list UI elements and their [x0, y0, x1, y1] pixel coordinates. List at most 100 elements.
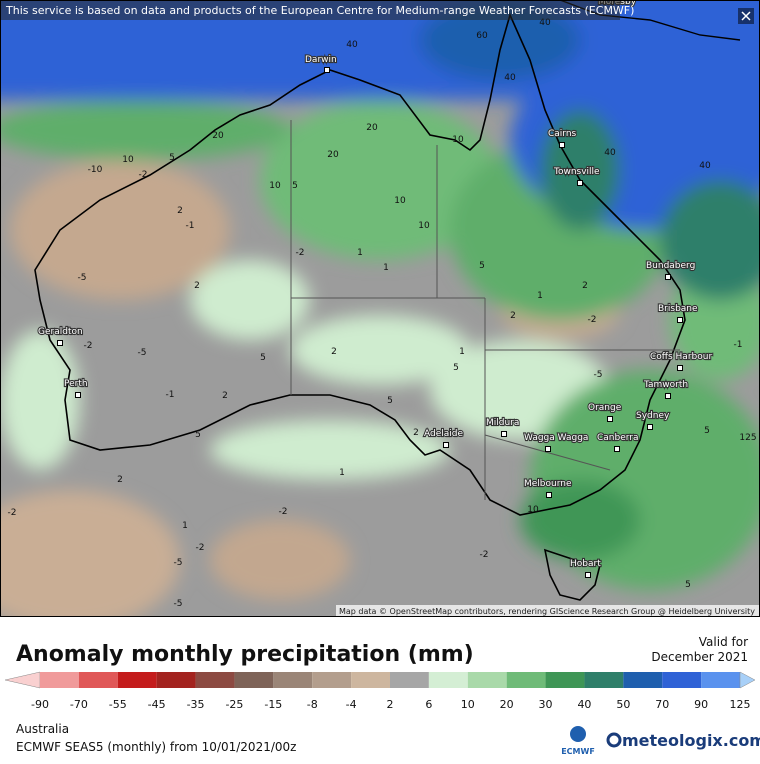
colorbar-tick-label: 40 [577, 698, 591, 711]
notice-bg [0, 0, 620, 20]
colorbar-cell [40, 672, 79, 688]
contour-label: 1 [537, 291, 543, 301]
colorbar-tick-label: 125 [730, 698, 751, 711]
contour-label: 1 [383, 263, 389, 273]
contour-label: 10 [418, 221, 430, 231]
contour-label: -10 [88, 165, 103, 175]
contour-label: 2 [177, 206, 183, 216]
contour-label: 40 [504, 73, 516, 83]
city-marker [585, 572, 591, 578]
colorbar-tick-label: 90 [694, 698, 708, 711]
contour-label: 2 [510, 311, 516, 321]
city-label: Hobart [570, 559, 601, 569]
contour-label: 1 [339, 468, 345, 478]
colorbar-cell [662, 672, 702, 688]
colorbar-tick-label: -35 [187, 698, 205, 711]
contour-label: -1 [734, 340, 743, 350]
contour-label: 10 [527, 505, 539, 515]
contour-label: -5 [138, 348, 147, 358]
city-label: Sydney [636, 411, 670, 421]
valid-date: December 2021 [651, 650, 748, 664]
city-marker [443, 442, 449, 448]
city-label: Melbourne [524, 479, 572, 489]
valid-label: Valid for [699, 635, 748, 649]
contour-label: 2 [331, 347, 337, 357]
contour-label: -2 [588, 315, 597, 325]
contour-label: 5 [453, 363, 459, 373]
city-label: Orange [588, 403, 622, 413]
contour-label: -5 [174, 599, 183, 609]
city-label: Cairns [548, 129, 577, 139]
colorbar-tick-label: 30 [539, 698, 553, 711]
colorbar-tick-label: 70 [655, 698, 669, 711]
colorbar-tick-label: -70 [70, 698, 88, 711]
city-label: Brisbane [658, 304, 698, 314]
coastline [34, 12, 686, 516]
colorbar-cell [545, 672, 585, 688]
city-marker [559, 142, 565, 148]
contour-label: 40 [346, 40, 358, 50]
state-borders [290, 120, 680, 500]
close-button[interactable] [738, 8, 754, 24]
city-label: Canberra [597, 433, 639, 443]
colorbar-cell [234, 672, 274, 688]
contour-label: 10 [269, 181, 281, 191]
attribution-bg [336, 605, 760, 617]
city-marker [665, 393, 671, 399]
contour-label: -2 [8, 508, 17, 518]
city-marker [614, 446, 620, 452]
colorbar-cell [390, 672, 429, 688]
contour-label: 5 [169, 153, 175, 163]
region: Australia [16, 722, 69, 736]
colorbar-tick-label: -8 [307, 698, 318, 711]
colorbar-tick-label: -25 [225, 698, 243, 711]
map: MoresbyDarwinCairnsTownsvilleBundabergBr… [0, 0, 760, 617]
contour-label: 125 [739, 433, 756, 443]
brand: meteologix.com [622, 731, 760, 750]
contour-label: -1 [166, 390, 175, 400]
city-marker [677, 317, 683, 323]
contour-label: -2 [84, 341, 93, 351]
contour-label: -2 [279, 507, 288, 517]
contour-label: 2 [222, 391, 228, 401]
contour-label: 60 [476, 31, 488, 41]
colorbar-tick-label: 10 [461, 698, 475, 711]
colorbar-cell [312, 672, 352, 688]
contour-label: 2 [582, 281, 588, 291]
city-label: Coffs Harbour [650, 352, 712, 362]
colorbar-cell [623, 672, 663, 688]
city-marker [607, 416, 613, 422]
colorbar-arrow [739, 671, 756, 689]
contour-label: -2 [139, 170, 148, 180]
city-marker [501, 431, 507, 437]
contour-label: 1 [357, 248, 363, 258]
contour-label: 40 [539, 18, 551, 28]
colorbar-cell [273, 672, 313, 688]
contour-label: -5 [174, 558, 183, 568]
notice: This service is based on data and produc… [5, 4, 634, 17]
city-marker [677, 365, 683, 371]
brand-icon [606, 732, 622, 748]
contour-label: 10 [122, 155, 134, 165]
city-marker [546, 492, 552, 498]
colorbar-cell [467, 672, 507, 688]
colorbar-tick-label: 6 [425, 698, 432, 711]
contour-label: 5 [292, 181, 298, 191]
city-label: Townsville [553, 167, 600, 177]
contour-label: 10 [452, 135, 464, 145]
contour-label: 40 [604, 148, 616, 158]
colorbar-tick-label: -55 [109, 698, 127, 711]
colorbar-cell [195, 672, 235, 688]
city-marker [57, 340, 63, 346]
contour-label: 20 [366, 123, 378, 133]
city-marker [75, 392, 81, 398]
city-label: Mildura [486, 418, 519, 428]
contour-label: 20 [327, 150, 339, 160]
contour-label: 40 [699, 161, 711, 171]
colorbar-tick-label: -90 [31, 698, 49, 711]
model: ECMWF SEAS5 (monthly) from 10/01/2021/00… [16, 740, 296, 754]
contour-label: -5 [78, 273, 87, 283]
contour-label: 5 [260, 353, 266, 363]
colorbar-tick-label: -4 [346, 698, 357, 711]
